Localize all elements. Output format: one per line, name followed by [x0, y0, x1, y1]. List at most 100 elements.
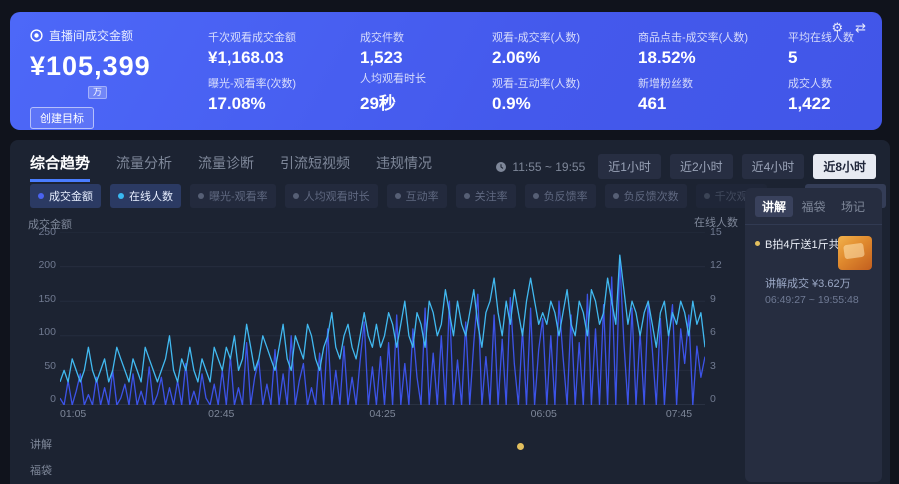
trend-chart-svg: [59, 231, 706, 406]
product-title: B拍4斤送1斤共35-4...: [765, 239, 838, 251]
x-axis-ticks: 01:05 02:45 04:25 06:05 07:45: [60, 408, 705, 422]
metric-value: 0.9%: [492, 94, 531, 113]
metric-value: 29秒: [360, 94, 396, 113]
metric-label: 曝光-观看率(次数): [208, 78, 296, 90]
track-label-explain: 讲解: [30, 439, 52, 451]
side-tab-lucky-bag[interactable]: 福袋: [801, 200, 826, 214]
axis-tick: 07:45: [665, 408, 693, 420]
right-axis-ticks: 15 12 9 6 3 0: [710, 226, 734, 405]
metric-label: 平均在线人数: [788, 32, 854, 44]
axis-tick: 15: [710, 226, 722, 238]
chip-dot-icon: [292, 193, 299, 199]
chip-dot-icon: [394, 193, 401, 199]
gmv-dot-icon: [38, 193, 44, 199]
chip-dot-icon: [612, 193, 619, 199]
product-time-range: 06:49:27 ~ 19:55:48: [765, 294, 859, 306]
tab-overall-trend[interactable]: 综合趋势: [30, 152, 91, 182]
right-axis-title: 在线人数: [694, 217, 738, 229]
metric-label: 新增粉丝数: [638, 78, 693, 90]
chip-negative-feedback-count[interactable]: 负反馈次数: [604, 184, 687, 208]
metric-label: 观看-互动率(人数): [492, 78, 580, 90]
metric-column: 成交件数 1,523 人均观看时长 29秒: [360, 27, 492, 118]
metric-value: 461: [638, 94, 667, 113]
metric-column: 观看-成交率(人数) 2.06% 观看-互动率(人数) 0.9%: [492, 27, 638, 118]
time-range-text: 11:55 ~ 19:55: [512, 159, 586, 174]
chip-label: 成交金额: [49, 191, 93, 203]
metric-value: 17.08%: [208, 94, 266, 113]
metric-label: 观看-成交率(人数): [492, 32, 580, 44]
product-thumbnail: [838, 236, 872, 270]
product-gmv: 讲解成交 ¥3.62万: [765, 278, 851, 290]
metric-column: 平均在线人数 5 成交人数 1,422: [788, 27, 898, 118]
chip-online-users[interactable]: 在线人数: [110, 184, 181, 208]
chip-avg-watch-time[interactable]: 人均观看时长: [284, 184, 378, 208]
create-goal-button[interactable]: 创建目标: [30, 107, 94, 129]
metric-value: ¥1,168.03: [208, 48, 284, 67]
tab-short-video[interactable]: 引流短视频: [280, 155, 351, 171]
axis-tick: 6: [710, 326, 716, 339]
chip-label: 互动率: [405, 191, 439, 203]
side-tab-notes[interactable]: 场记: [840, 200, 865, 214]
axis-tick: 150: [38, 292, 56, 305]
explain-side-panel: 讲解 福袋 场记 B拍4斤送1斤共35-4... 讲解成交 ¥3.62万 06:…: [745, 188, 882, 482]
axis-tick: 0: [710, 392, 716, 405]
axis-tick: 100: [38, 326, 56, 339]
chip-dot-icon: [463, 193, 470, 199]
tab-traffic-analysis[interactable]: 流量分析: [116, 155, 173, 171]
axis-tick: 50: [44, 359, 56, 372]
time-controls: 11:55 ~ 19:55 近1小时 近2小时 近4小时 近8小时: [495, 154, 876, 179]
online-dot-icon: [118, 193, 124, 199]
metric-label: 成交人数: [788, 78, 832, 90]
chip-dot-icon: [703, 193, 710, 199]
stats-card: 直播间成交金额 ¥105,399 万 创建目标 千次观看成交金额 ¥1,168.…: [10, 12, 882, 130]
metric-value: 2.06%: [492, 48, 541, 67]
metric-label: 商品点击-成交率(人数): [638, 32, 748, 44]
metric-column: 商品点击-成交率(人数) 18.52% 新增粉丝数 461: [638, 27, 788, 118]
target-icon: [30, 29, 43, 42]
chip-gmv[interactable]: 成交金额: [30, 184, 101, 208]
metric-value: 1,523: [360, 48, 403, 67]
explain-list-item[interactable]: B拍4斤送1斤共35-4... 讲解成交 ¥3.62万 06:49:27 ~ 1…: [745, 225, 882, 306]
metric-label: 成交件数: [360, 32, 404, 44]
chip-label: 负反馈率: [543, 191, 588, 203]
chip-dot-icon: [198, 193, 204, 199]
chip-label: 关注率: [474, 191, 508, 203]
chip-negative-feedback-rate[interactable]: 负反馈率: [524, 184, 596, 208]
range-button-2h[interactable]: 近2小时: [669, 154, 733, 179]
range-button-1h[interactable]: 近1小时: [598, 154, 661, 179]
unit-badge[interactable]: 万: [88, 86, 108, 99]
trend-panel: 综合趋势 流量分析 流量诊断 引流短视频 违规情况 11:55 ~ 19:55 …: [10, 140, 890, 484]
axis-tick: 9: [710, 292, 716, 305]
primary-metric: 直播间成交金额 ¥105,399 万 创建目标: [30, 27, 208, 129]
side-panel-tabs: 讲解 福袋 场记: [745, 188, 882, 225]
tab-violations[interactable]: 违规情况: [376, 155, 433, 171]
axis-tick: 200: [38, 259, 56, 272]
chip-dot-icon: [532, 193, 539, 199]
axis-tick: 12: [710, 259, 722, 272]
tab-traffic-diagnosis[interactable]: 流量诊断: [198, 155, 255, 171]
axis-tick: 02:45: [208, 408, 235, 420]
metric-value: 18.52%: [638, 48, 696, 67]
left-axis-ticks: 250 200 150 100 50 0: [24, 226, 56, 405]
range-button-8h[interactable]: 近8小时: [813, 154, 876, 179]
chip-interaction-rate[interactable]: 互动率: [386, 184, 447, 208]
chip-follow-rate[interactable]: 关注率: [455, 184, 516, 208]
chip-label: 在线人数: [129, 191, 173, 203]
primary-metric-value: ¥105,399: [30, 51, 151, 81]
swap-icon[interactable]: ⇄: [855, 21, 866, 36]
metric-column: 千次观看成交金额 ¥1,168.03 曝光-观看率(次数) 17.08%: [208, 27, 360, 118]
side-tab-explain[interactable]: 讲解: [755, 196, 794, 217]
axis-tick: 04:25: [369, 408, 396, 420]
explain-event-dot[interactable]: [517, 443, 524, 450]
range-button-4h[interactable]: 近4小时: [741, 154, 805, 179]
metric-label: 千次观看成交金额: [208, 32, 296, 44]
left-axis-title: 成交金额: [28, 219, 72, 231]
axis-tick: 0: [50, 392, 56, 405]
settings-icon[interactable]: ⚙: [831, 21, 844, 36]
primary-metric-label: 直播间成交金额: [49, 29, 134, 43]
trend-chart[interactable]: [59, 231, 706, 406]
chip-exposure-view-rate[interactable]: 曝光-观看率: [190, 184, 276, 208]
axis-tick: 01:05: [60, 408, 87, 420]
item-bullet-icon: [755, 241, 760, 246]
